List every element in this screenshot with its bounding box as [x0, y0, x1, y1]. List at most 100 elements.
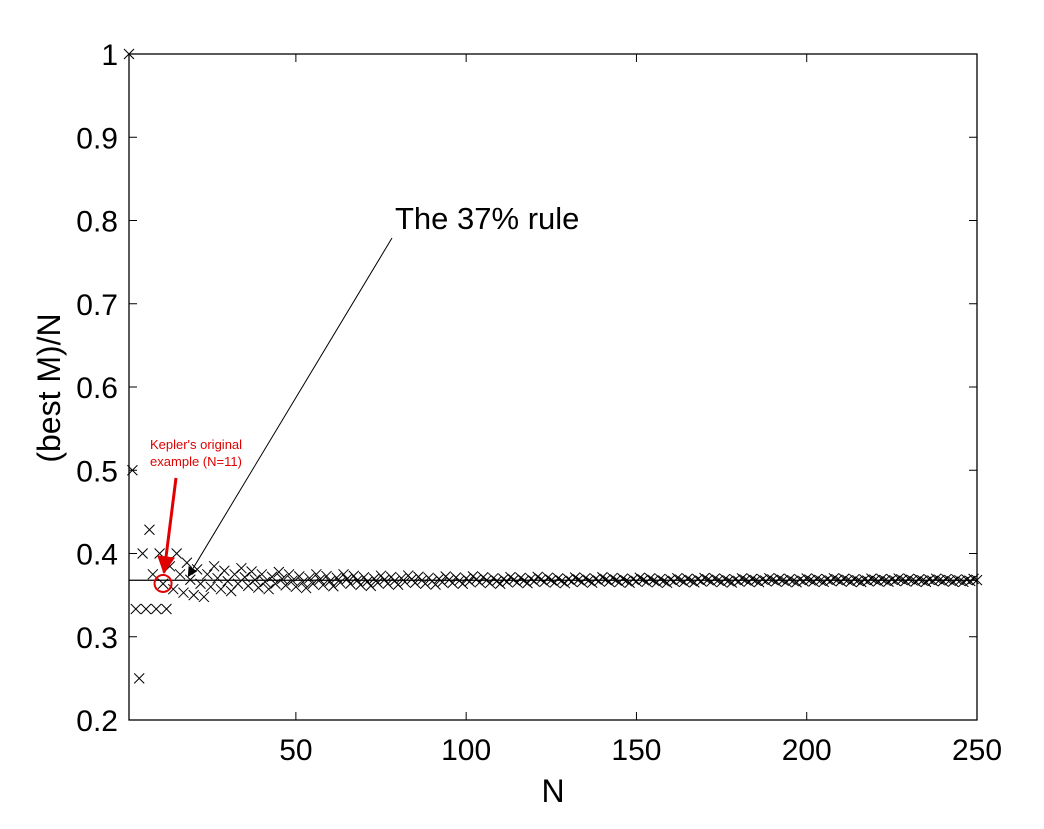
data-point — [825, 575, 836, 587]
data-point — [542, 572, 554, 584]
data-point — [750, 575, 761, 586]
data-point — [944, 574, 956, 586]
data-point — [855, 576, 867, 588]
data-point — [409, 577, 421, 589]
data-point — [569, 572, 581, 583]
data-point — [573, 574, 584, 586]
data-point — [522, 577, 533, 589]
annotation-arrow-37-percent — [187, 237, 393, 578]
x-tick-label: 200 — [782, 734, 832, 767]
data-point — [297, 576, 309, 588]
data-point — [188, 589, 200, 601]
data-point — [862, 575, 874, 587]
data-point — [947, 576, 959, 587]
data-point — [528, 575, 540, 587]
y-tick-label: 0.6 — [76, 372, 118, 405]
data-point — [545, 574, 557, 586]
data-point — [167, 583, 179, 595]
x-tick-label: 250 — [952, 734, 1002, 767]
data-point — [144, 524, 155, 536]
data-point — [740, 574, 751, 586]
data-point — [920, 576, 932, 588]
annotation-37-percent-rule: The 37% rule — [395, 201, 579, 236]
data-point — [763, 572, 775, 584]
data-point — [719, 573, 731, 585]
data-point — [971, 574, 983, 586]
data-point — [757, 573, 768, 585]
data-point — [419, 578, 431, 590]
data-point — [600, 574, 612, 585]
data-point — [692, 573, 704, 585]
data-point — [777, 574, 789, 586]
x-tick-label: 150 — [611, 734, 661, 767]
data-point — [140, 603, 152, 615]
data-point — [362, 576, 373, 587]
data-point — [358, 571, 370, 583]
kepler-highlight-circle — [153, 573, 173, 593]
data-point — [215, 583, 227, 595]
data-point — [549, 577, 561, 588]
data-point — [917, 575, 928, 586]
data-point — [685, 575, 697, 586]
data-point — [494, 578, 506, 590]
data-point — [242, 580, 254, 592]
y-tick-label: 0.8 — [76, 206, 118, 239]
data-point — [324, 575, 336, 587]
data-point — [327, 580, 339, 592]
data-point — [191, 564, 203, 575]
data-point — [699, 572, 710, 584]
data-point — [951, 574, 962, 585]
data-point — [246, 566, 257, 577]
data-point — [767, 574, 779, 586]
data-point — [532, 571, 544, 583]
data-point — [869, 574, 881, 586]
data-point — [723, 575, 734, 587]
data-point — [314, 574, 326, 586]
data-point — [927, 575, 939, 587]
data-point — [263, 583, 274, 595]
data-point — [876, 573, 887, 585]
data-point — [436, 576, 448, 588]
data-point — [484, 577, 496, 589]
data-point — [617, 573, 629, 584]
x-axis-title: N — [541, 773, 564, 809]
data-point — [161, 603, 172, 615]
data-point — [801, 573, 813, 584]
data-point — [883, 576, 894, 588]
data-point — [515, 572, 527, 584]
data-point — [671, 572, 683, 584]
data-point — [675, 574, 687, 586]
data-point — [276, 573, 288, 585]
data-point — [256, 568, 268, 580]
data-point — [280, 580, 292, 591]
data-point — [372, 577, 383, 589]
data-point — [321, 570, 332, 582]
data-point — [774, 573, 785, 585]
data-point — [157, 578, 169, 590]
plot-area — [123, 48, 983, 721]
data-point — [889, 575, 901, 587]
y-axis-title: (best M)/N — [31, 313, 67, 462]
data-point — [934, 574, 945, 586]
data-point — [797, 575, 809, 587]
data-point — [539, 576, 550, 588]
data-point — [814, 575, 826, 586]
y-tick-label: 0.2 — [76, 705, 118, 738]
data-point — [893, 573, 905, 584]
data-point — [293, 570, 305, 582]
data-point — [634, 572, 646, 584]
data-point — [338, 568, 349, 580]
data-point — [205, 581, 217, 593]
y-tick-label: 0.5 — [76, 455, 118, 488]
data-point — [287, 575, 298, 587]
data-point — [954, 575, 966, 587]
data-point — [787, 575, 799, 587]
data-point — [610, 574, 622, 586]
data-point — [334, 577, 346, 588]
annotation-kepler-line-1: Kepler's original — [150, 437, 242, 452]
data-point — [447, 577, 458, 589]
data-point — [736, 572, 748, 584]
data-point — [910, 576, 922, 587]
data-point — [290, 581, 302, 593]
data-point — [239, 571, 251, 583]
